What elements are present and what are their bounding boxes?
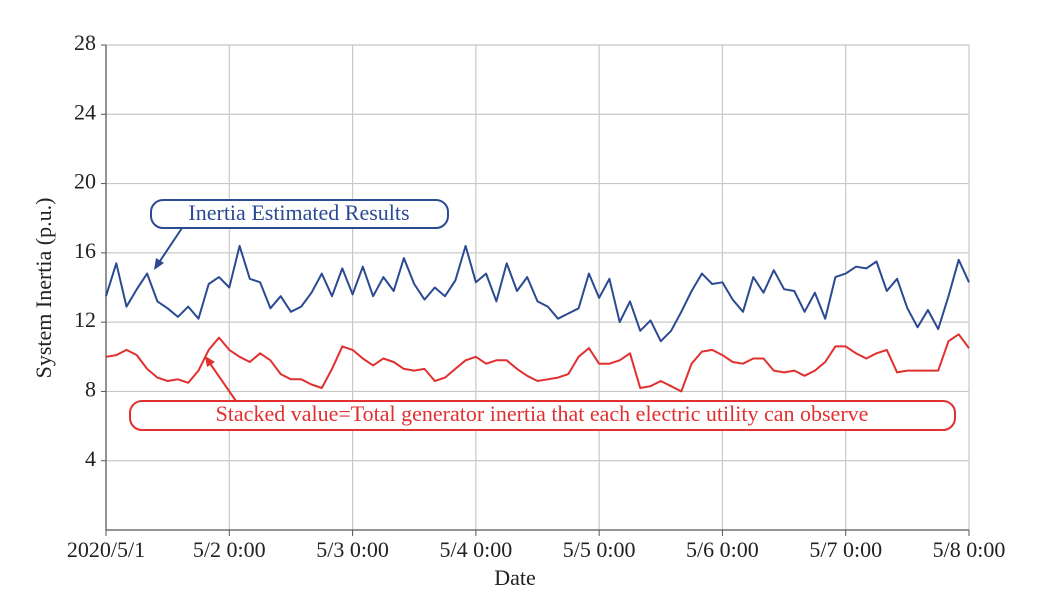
annotation: Stacked value=Total generator inertia th… [216,401,869,426]
arrow-head [154,258,164,270]
series-line [105,333,970,393]
x-tick-label: 5/7 0:00 [809,537,882,562]
annotation-blue: Inertia Estimated Results [150,199,449,270]
annotation-box [129,400,956,431]
y-tick-label: 8 [85,376,96,401]
y-tick-label: 28 [74,30,96,55]
lines [105,244,970,393]
arrow [208,361,237,402]
annotation-box [150,199,449,229]
x-tick-label: 5/2 0:00 [193,537,266,562]
x-tick-label: 5/4 0:00 [439,537,512,562]
x-tick-label: 5/8 0:00 [933,537,1006,562]
y-axis-label: System Inertia (p.u.) [31,198,56,379]
arrow [157,227,183,265]
y-tick-label: 24 [74,99,96,124]
x-axis-label: Date [494,565,536,590]
grid: 4 8 12 16 20 24 28 2020/5/1 5/2 0:00 5/3 0:00 5/4 … [67,30,1005,562]
series-line [105,244,970,343]
y-tick-label: 16 [74,238,96,263]
arrow-head [205,356,215,367]
y-tick-label: 20 [74,169,96,194]
annotation-red: Stacked value=Total generator inertia th… [129,356,956,431]
x-tick-label: 5/3 0:00 [316,537,389,562]
y-tick-label: 4 [85,446,96,471]
y-tick-label: 12 [74,307,96,332]
x-tick-label: 5/6 0:00 [686,537,759,562]
annotation: Inertia Estimated Results [188,200,409,225]
x-tick-label: 5/5 0:00 [563,537,636,562]
x-tick-label: 2020/5/1 [67,537,145,562]
